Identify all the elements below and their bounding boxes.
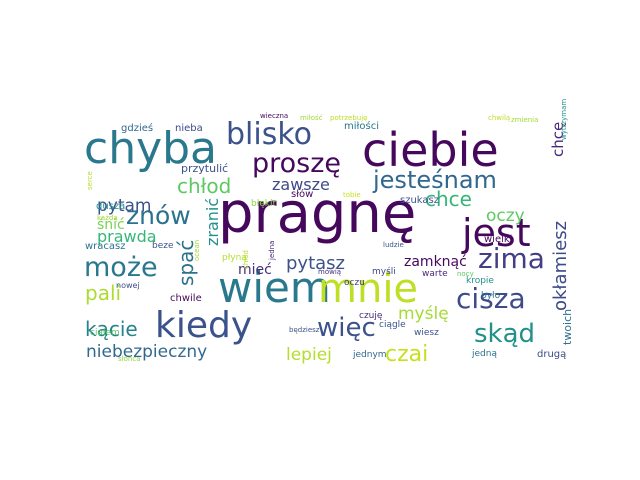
cloud-word: spać [174,240,198,286]
cloud-word: ciebie [362,123,499,177]
cloud-word: chwilą [488,114,510,122]
cloud-word: chyba [84,123,217,174]
cloud-word: płyną [222,253,247,263]
cloud-word: wracasz [85,241,126,252]
cloud-word: mnie [318,266,418,312]
cloud-word: myśli [372,266,396,277]
cloud-word: cisza [456,282,526,315]
cloud-word: proszę [252,148,341,179]
cloud-word: oczu [344,278,365,288]
cloud-word: beze [152,241,174,251]
cloud-word: blisko [226,117,312,152]
cloud-word: warte [422,269,448,279]
cloud-word: zamknąć [404,254,467,270]
cloud-word: ocean [193,240,201,261]
cloud-word: oczy [486,206,525,226]
cloud-word: może [84,252,158,283]
cloud-word: jest [461,211,531,255]
cloud-word: zmienia [511,116,538,124]
cloud-word: nocy [457,270,474,278]
cloud-word: zawsze [272,175,330,194]
cloud-word: szukasz [400,195,439,206]
cloud-word: nowej [116,281,140,290]
cloud-word: każdą [97,214,118,222]
cloud-word: myślę [398,304,449,324]
cloud-word: słów [291,188,313,200]
cloud-word: drugą [537,349,566,360]
cloud-word: niebezpieczny [86,342,207,362]
cloud-word: jednym [352,350,387,360]
cloud-word: było [481,291,501,301]
cloud-word: czuję [359,311,383,321]
cloud-word: gdzieś [121,122,153,134]
cloud-word: pytam [97,196,152,216]
cloud-word: okłamiesz [550,221,571,311]
cloud-word: lepiej [286,345,332,365]
cloud-word: mieć [238,262,272,278]
cloud-word: przytulić [181,162,228,175]
cloud-word: jesteśnam [372,166,497,194]
cloud-word: miłości [344,120,379,132]
cloud-word: wiesz [414,328,439,338]
cloud-word: prawda [97,227,157,246]
cloud-word: wytrzymam [560,99,568,140]
cloud-word: ciągle [379,320,406,330]
cloud-word: ciałem [90,328,120,338]
cloud-word: potrzebuję [330,114,367,122]
cloud-word: będziesz [289,326,320,334]
cloud-word: chłod [177,174,231,198]
cloud-word: skąd [474,319,535,349]
cloud-word: zima [478,242,545,275]
cloud-word: chłód [242,250,250,269]
cloud-word: dusza [96,201,125,212]
cloud-word: chwile [170,293,202,304]
cloud-word: pytasz [286,253,345,274]
cloud-word: kropie [466,276,494,286]
cloud-word: chce [425,187,472,211]
cloud-word: kącie [85,317,138,341]
cloud-word: jedną [471,349,497,359]
cloud-word: śnić [97,217,125,233]
cloud-word: kiedy [155,305,252,346]
cloud-word: błękit [251,199,277,209]
cloud-word: miłość [300,114,323,122]
cloud-word: twoich [561,309,574,345]
cloud-word: więc [317,313,376,343]
cloud-word: znów [126,201,191,230]
cloud-word: tobie [343,191,361,199]
cloud-word: czai [385,342,428,367]
cloud-word: pali [85,281,121,305]
cloud-word: serce [86,171,94,190]
cloud-word: wiem [218,263,331,312]
cloud-word: zranić [203,198,222,246]
cloud-word: słońca [118,355,141,363]
cloud-word: chcę [549,122,567,157]
cloud-word: ludzie [383,241,404,249]
cloud-word: jedna [268,241,276,261]
cloud-word: wieczna [260,112,288,120]
cloud-word: mówią [318,268,341,276]
cloud-word: nieba [175,123,203,134]
cloud-word: pragnę [218,181,416,246]
cloud-word: wielki [484,234,512,245]
